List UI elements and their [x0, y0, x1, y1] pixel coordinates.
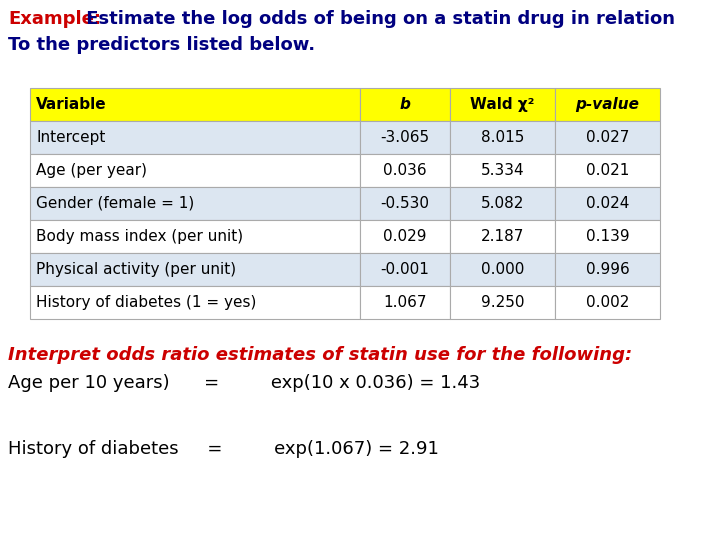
Bar — [555, 253, 660, 286]
Bar — [450, 286, 555, 319]
Bar — [30, 286, 360, 319]
Text: Interpret odds ratio estimates of statin use for the following:: Interpret odds ratio estimates of statin… — [8, 346, 632, 364]
Text: Intercept: Intercept — [36, 130, 105, 145]
Text: Variable: Variable — [36, 97, 107, 112]
Text: -0.530: -0.530 — [380, 196, 430, 211]
Text: 1.067: 1.067 — [383, 295, 427, 310]
Text: p-value: p-value — [575, 97, 639, 112]
Bar — [360, 286, 450, 319]
Bar — [360, 220, 450, 253]
Bar — [450, 187, 555, 220]
Bar — [360, 154, 450, 187]
Text: Body mass index (per unit): Body mass index (per unit) — [36, 229, 243, 244]
Text: 0.021: 0.021 — [586, 163, 629, 178]
Bar — [30, 121, 360, 154]
Bar — [30, 154, 360, 187]
Bar — [450, 154, 555, 187]
Text: History of diabetes (1 = yes): History of diabetes (1 = yes) — [36, 295, 256, 310]
Text: 5.334: 5.334 — [481, 163, 524, 178]
Bar — [555, 220, 660, 253]
Bar — [30, 88, 360, 121]
Text: History of diabetes     =         exp(1.067) = 2.91: History of diabetes = exp(1.067) = 2.91 — [8, 440, 439, 458]
Text: To the predictors listed below.: To the predictors listed below. — [8, 36, 315, 54]
Text: 0.000: 0.000 — [481, 262, 524, 277]
Text: 0.139: 0.139 — [585, 229, 629, 244]
Bar — [360, 88, 450, 121]
Text: Estimate the log odds of being on a statin drug in relation: Estimate the log odds of being on a stat… — [80, 10, 675, 28]
Bar — [555, 286, 660, 319]
Text: 8.015: 8.015 — [481, 130, 524, 145]
Bar — [30, 253, 360, 286]
Bar — [555, 88, 660, 121]
Text: 0.996: 0.996 — [585, 262, 629, 277]
Text: Physical activity (per unit): Physical activity (per unit) — [36, 262, 236, 277]
Bar — [360, 121, 450, 154]
Bar — [450, 88, 555, 121]
Bar — [450, 121, 555, 154]
Text: 0.024: 0.024 — [586, 196, 629, 211]
Text: 0.029: 0.029 — [383, 229, 427, 244]
Text: Example:: Example: — [8, 10, 101, 28]
Bar — [360, 253, 450, 286]
Bar — [450, 220, 555, 253]
Text: 2.187: 2.187 — [481, 229, 524, 244]
Bar — [360, 187, 450, 220]
Text: Gender (female = 1): Gender (female = 1) — [36, 196, 194, 211]
Text: 0.002: 0.002 — [586, 295, 629, 310]
Bar — [30, 220, 360, 253]
Text: 9.250: 9.250 — [481, 295, 524, 310]
Bar — [555, 187, 660, 220]
Text: b: b — [400, 97, 410, 112]
Bar — [555, 121, 660, 154]
Text: -3.065: -3.065 — [380, 130, 430, 145]
Text: Age per 10 years)      =         exp(10 x 0.036) = 1.43: Age per 10 years) = exp(10 x 0.036) = 1.… — [8, 374, 480, 392]
Bar — [450, 253, 555, 286]
Text: 0.027: 0.027 — [586, 130, 629, 145]
Text: Age (per year): Age (per year) — [36, 163, 147, 178]
Text: Wald χ²: Wald χ² — [470, 97, 535, 112]
Text: 5.082: 5.082 — [481, 196, 524, 211]
Bar — [555, 154, 660, 187]
Text: -0.001: -0.001 — [381, 262, 429, 277]
Bar — [30, 187, 360, 220]
Text: 0.036: 0.036 — [383, 163, 427, 178]
